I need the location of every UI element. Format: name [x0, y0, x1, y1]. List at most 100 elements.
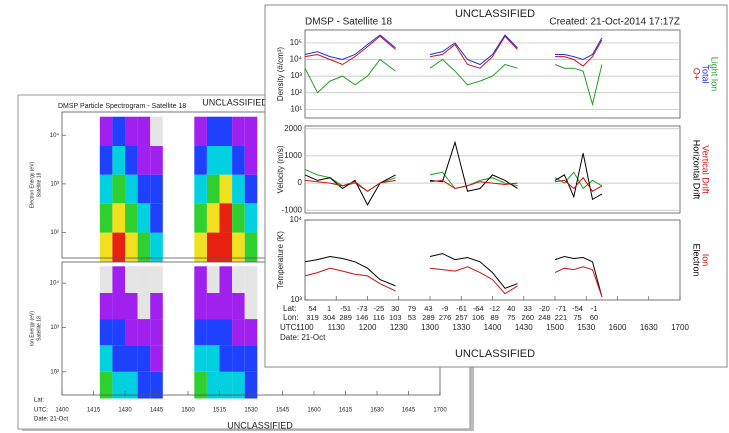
lon-value: 116: [373, 313, 385, 322]
lon-value: 276: [439, 313, 452, 322]
data-line: [304, 58, 603, 107]
x-tick-label: 1415: [87, 408, 101, 414]
heatmap-cell: [99, 174, 113, 204]
lon-value: 106: [472, 313, 485, 322]
y-tick-label: 10²: [290, 88, 302, 97]
heatmap-cell: [232, 292, 245, 320]
heatmap-cell: [232, 232, 245, 262]
y-tick-label: 2000: [284, 124, 302, 133]
x-tick-label: 1230: [390, 323, 408, 332]
y-tick-label: 1000: [284, 151, 302, 160]
heatmap-cell: [206, 292, 220, 320]
data-line: [304, 176, 603, 192]
heatmap-cell: [150, 292, 163, 320]
y-axis-label: Density (#/cm³): [276, 47, 285, 102]
heatmap-cell: [219, 232, 233, 262]
date-label: Date: 21-Oct: [34, 417, 68, 423]
y-tick-label: 10³: [290, 71, 302, 80]
heatmap-cell: [206, 232, 220, 262]
heatmap-cell: [244, 345, 258, 372]
heatmap-cell: [194, 116, 207, 147]
heatmap-cell: [137, 232, 151, 262]
y-tick-label: 10¹: [290, 104, 302, 113]
lat-value: -64: [473, 304, 484, 313]
heatmap-cell: [194, 146, 207, 175]
heatmap-cell: [244, 292, 258, 320]
y-tick-label: 10²: [50, 230, 59, 236]
lon-label: Lon:: [283, 313, 299, 322]
front-figure: DMSP - Satellite 18 UNCLASSIFIED Created…: [264, 4, 728, 368]
heatmap-cell: [232, 345, 245, 372]
lon-value: 248: [538, 313, 551, 322]
x-tick-label: 1645: [402, 408, 416, 414]
heatmap-cell: [219, 319, 233, 346]
heatmap-cell: [150, 319, 163, 346]
x-tick-label: 1300: [421, 323, 439, 332]
x-tick-label: 1500: [181, 408, 195, 414]
heatmap-cell: [99, 232, 113, 262]
date-label: Date: 21-Oct: [280, 333, 326, 342]
y-tick-label: 10⁵: [290, 38, 302, 47]
heatmap-cell: [125, 232, 138, 262]
lon-value: 221: [555, 313, 568, 322]
heatmap-cell: [99, 319, 113, 346]
heatmap-cell: [99, 116, 113, 147]
heatmap-cell: [219, 345, 233, 372]
heatmap-cell: [137, 116, 151, 147]
heatmap-cell: [244, 371, 258, 399]
heatmap-cell: [219, 371, 233, 399]
x-tick-label: 1530: [577, 323, 595, 332]
heatmap-cell: [99, 345, 113, 372]
heatmap-cell: [150, 174, 163, 204]
heatmap-cell: [194, 203, 207, 233]
heatmap-cell: [244, 266, 258, 293]
y-tick-label: -1000: [282, 205, 303, 214]
heatmap-cell: [194, 266, 207, 293]
lon-value: 103: [389, 313, 402, 322]
data-line: [304, 34, 603, 66]
heatmap-cell: [244, 116, 258, 147]
y-tick-label: 10²: [50, 369, 59, 375]
y-tick-label: 10⁴: [290, 55, 303, 64]
lat-value: -51: [340, 304, 351, 313]
data-line: [304, 35, 603, 69]
figure-title: DMSP Particle Spectrogram - Satellite 18: [58, 103, 186, 110]
heatmap-cell: [137, 292, 151, 320]
heatmap-cell: [125, 203, 138, 233]
x-tick-label: 1430: [515, 323, 533, 332]
heatmap-cell: [125, 174, 138, 204]
heatmap-cell: [206, 345, 220, 372]
y-axis-label: Ion Energy (eV): [29, 311, 35, 346]
heatmap-cell: [112, 266, 125, 293]
data-line: [304, 253, 603, 297]
heatmap-cell: [194, 319, 207, 346]
heatmap-cell: [112, 174, 125, 204]
lon-value: 89: [491, 313, 499, 322]
lat-label: Lat:: [34, 398, 44, 404]
heatmap-cell: [244, 174, 258, 204]
heatmap-cell: [194, 371, 207, 399]
heatmap-cell: [244, 319, 258, 346]
x-tick-label: 1600: [307, 408, 321, 414]
y-tick-label: 0: [298, 178, 303, 187]
lat-value: 43: [424, 304, 432, 313]
heatmap-cell: [137, 266, 151, 293]
lat-value: -12: [489, 304, 500, 313]
x-tick-label: 1330: [452, 323, 470, 332]
heatmap-cell: [125, 371, 138, 399]
lon-value: 289: [339, 313, 352, 322]
y-tick-label: 10⁴: [50, 132, 60, 139]
heatmap-cell: [137, 174, 151, 204]
y-tick-label: 10³: [50, 325, 59, 331]
lat-value: -20: [539, 304, 550, 313]
heatmap-cell: [219, 203, 233, 233]
heatmap-cell: [137, 345, 151, 372]
x-tick-label: 1130: [328, 323, 346, 332]
x-tick-label: 1600: [609, 323, 627, 332]
heatmap-cell: [232, 174, 245, 204]
heatmap-cell: [125, 116, 138, 147]
classification: UNCLASSIFIED: [455, 348, 535, 360]
classification: UNCLASSIFIED: [455, 8, 535, 20]
heatmap-cell: [125, 266, 138, 293]
lat-label: Lat:: [283, 304, 296, 313]
